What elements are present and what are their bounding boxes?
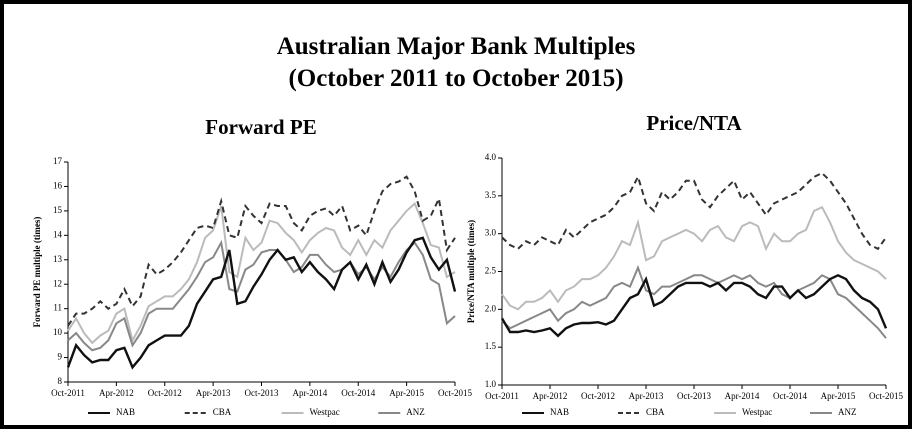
x-tick-label: Apr-2013 [629, 391, 664, 401]
x-tick-label: Oct-2013 [677, 391, 711, 401]
series-line [500, 273, 888, 338]
y-tick-label: 3.5 [485, 190, 497, 200]
chart-title: Price/NTA [646, 111, 742, 135]
legend-label: Westpac [310, 407, 340, 417]
legend-label: NAB [116, 407, 135, 417]
x-tick-label: Oct-2014 [773, 391, 807, 401]
y-tick-label: 3.0 [485, 228, 497, 238]
legend-label: CBA [213, 407, 232, 417]
legend-label: CBA [646, 407, 665, 417]
x-tick-label: Apr-2013 [196, 388, 231, 398]
x-tick-label: Oct-2011 [485, 391, 519, 401]
y-tick-label: 4.0 [485, 152, 497, 162]
y-axis-label: Price/NTA multiple (times) [466, 220, 476, 323]
x-tick-label: Apr-2014 [725, 391, 760, 401]
x-tick-label: Apr-2012 [99, 388, 134, 398]
y-tick-label: 8 [58, 376, 63, 386]
y-tick-label: 1.5 [485, 341, 497, 351]
y-tick-label: 10 [53, 327, 63, 337]
y-tick-label: 2.5 [485, 266, 497, 276]
series-line [67, 239, 456, 352]
legend-label: ANZ [838, 407, 857, 417]
legend-label: NAB [550, 407, 569, 417]
y-tick-label: 1.0 [485, 379, 497, 389]
x-tick-label: Oct-2011 [51, 388, 85, 398]
x-tick-label: Apr-2014 [292, 388, 327, 398]
x-tick-label: Oct-2014 [341, 388, 375, 398]
x-tick-label: Oct-2012 [581, 391, 615, 401]
x-tick-label: Apr-2015 [389, 388, 424, 398]
y-tick-label: 11 [53, 303, 62, 313]
legend-label: Westpac [742, 407, 772, 417]
y-tick-label: 9 [58, 352, 63, 362]
x-tick-label: Oct-2012 [148, 388, 182, 398]
series-line [501, 171, 887, 251]
y-tick-label: 15 [53, 205, 63, 215]
series-line [67, 175, 456, 327]
x-tick-label: Oct-2013 [245, 388, 279, 398]
y-tick-label: 14 [53, 229, 63, 239]
series-line [66, 236, 457, 370]
chart-title: Forward PE [205, 115, 316, 139]
x-tick-label: Apr-2012 [533, 391, 568, 401]
y-tick-label: 13 [53, 254, 63, 264]
y-tick-label: 2.0 [485, 303, 497, 313]
series-line [67, 201, 456, 345]
title: Australian Major Bank Multiples [277, 33, 636, 60]
legend-label: ANZ [406, 407, 425, 417]
series-line [501, 205, 887, 311]
y-tick-label: 12 [53, 278, 62, 288]
x-tick-label: Oct-2015 [869, 391, 903, 401]
x-tick-label: Apr-2015 [821, 391, 856, 401]
x-tick-label: Oct-2015 [438, 388, 472, 398]
y-tick-label: 17 [53, 156, 63, 166]
y-axis-label: Forward PE multiple (times) [32, 217, 42, 328]
y-tick-label: 16 [53, 181, 63, 191]
series-line [501, 264, 887, 339]
subtitle: (October 2011 to October 2015) [288, 65, 623, 92]
